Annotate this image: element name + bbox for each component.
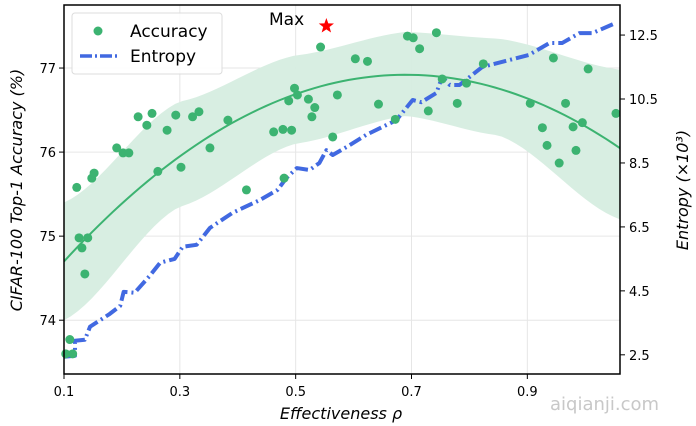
accuracy-point	[194, 107, 204, 117]
y2-tick-label: 12.5	[629, 29, 658, 44]
y-axis-label: CIFAR-100 Top-1 Accuracy (%)	[7, 69, 26, 312]
y2-axis-label: Entropy (×10³)	[673, 130, 692, 250]
y-tick-label: 74	[39, 314, 56, 329]
accuracy-point	[478, 59, 488, 69]
accuracy-point	[561, 98, 571, 108]
accuracy-point	[162, 125, 172, 135]
accuracy-point	[537, 123, 547, 133]
accuracy-point	[437, 74, 447, 84]
accuracy-point	[72, 182, 82, 192]
legend-accuracy-label: Accuracy	[130, 22, 208, 42]
accuracy-point	[408, 33, 418, 43]
plot-frame	[63, 4, 621, 375]
accuracy-point	[548, 53, 558, 63]
accuracy-point	[332, 90, 342, 100]
x-axis-label: Effectiveness ρ	[280, 404, 402, 423]
accuracy-point	[133, 112, 143, 122]
watermark: aiqianji.com	[550, 394, 659, 415]
x-tick-label: 0.9	[517, 385, 538, 400]
accuracy-point	[542, 140, 552, 150]
accuracy-point	[577, 118, 587, 128]
x-axis: 0.1 0.3 0.5 0.7 0.9	[54, 374, 538, 400]
accuracy-point	[89, 168, 99, 178]
accuracy-point	[373, 99, 383, 109]
accuracy-point	[279, 173, 289, 183]
accuracy-point	[287, 125, 297, 135]
y2-tick-label: 10.5	[629, 93, 658, 108]
y-tick-label: 75	[39, 230, 56, 245]
accuracy-point	[284, 96, 294, 106]
x-tick-label: 0.1	[54, 385, 75, 400]
accuracy-point	[278, 124, 288, 134]
accuracy-point	[112, 143, 122, 153]
y-axis-right: 2.5 4.5 6.5 8.5 10.5 12.5	[620, 29, 658, 364]
accuracy-point	[307, 112, 317, 122]
accuracy-point	[350, 54, 360, 64]
accuracy-point	[362, 56, 372, 66]
accuracy-point	[310, 103, 320, 113]
accuracy-point	[571, 145, 581, 155]
accuracy-point	[188, 112, 198, 122]
accuracy-point	[68, 349, 78, 359]
max-label: Max	[269, 10, 304, 30]
accuracy-point	[554, 158, 564, 168]
y2-tick-label: 6.5	[629, 221, 650, 236]
max-annotation: Max	[269, 10, 334, 33]
y2-tick-label: 2.5	[629, 349, 650, 364]
entropy-line	[64, 21, 617, 359]
accuracy-point	[176, 162, 186, 172]
max-star-icon	[318, 18, 334, 33]
accuracy-point	[142, 120, 152, 130]
y2-tick-label: 4.5	[629, 285, 650, 300]
accuracy-point	[205, 143, 215, 153]
accuracy-point	[525, 98, 535, 108]
accuracy-point	[80, 269, 90, 279]
accuracy-point	[415, 44, 425, 54]
y-tick-label: 76	[39, 146, 56, 161]
accuracy-point	[423, 106, 433, 116]
accuracy-point	[583, 64, 593, 74]
accuracy-point	[611, 108, 621, 118]
accuracy-point	[65, 335, 75, 345]
confidence-band	[64, 32, 620, 321]
legend-box	[71, 12, 223, 75]
accuracy-point	[292, 90, 302, 100]
accuracy-point	[431, 28, 441, 38]
accuracy-point	[390, 114, 400, 124]
accuracy-point	[223, 115, 233, 125]
accuracy-point	[462, 78, 472, 88]
accuracy-point	[83, 233, 93, 243]
accuracy-point	[290, 83, 300, 93]
accuracy-point	[77, 243, 87, 253]
accuracy-point	[328, 132, 338, 142]
y-axis-left: 74 75 76 77	[39, 62, 64, 329]
confidence-band-area	[64, 32, 620, 321]
x-tick-label: 0.7	[401, 385, 422, 400]
legend: Accuracy Entropy	[71, 12, 223, 75]
accuracy-point	[452, 98, 462, 108]
accuracy-point	[269, 127, 279, 137]
accuracy-point	[147, 108, 157, 118]
accuracy-point	[124, 148, 134, 158]
x-tick-label: 0.5	[285, 385, 306, 400]
accuracy-point	[303, 94, 313, 104]
x-tick-label: 0.3	[169, 385, 190, 400]
accuracy-point	[74, 233, 84, 243]
accuracy-point	[316, 42, 326, 52]
y2-tick-label: 8.5	[629, 157, 650, 172]
legend-entropy-label: Entropy	[130, 47, 196, 67]
accuracy-point	[171, 110, 181, 120]
accuracy-point	[568, 122, 578, 132]
accuracy-point	[153, 166, 163, 176]
legend-accuracy-marker	[93, 26, 103, 36]
accuracy-point	[241, 185, 251, 195]
entropy-series	[64, 21, 617, 359]
y-tick-label: 77	[39, 62, 56, 77]
